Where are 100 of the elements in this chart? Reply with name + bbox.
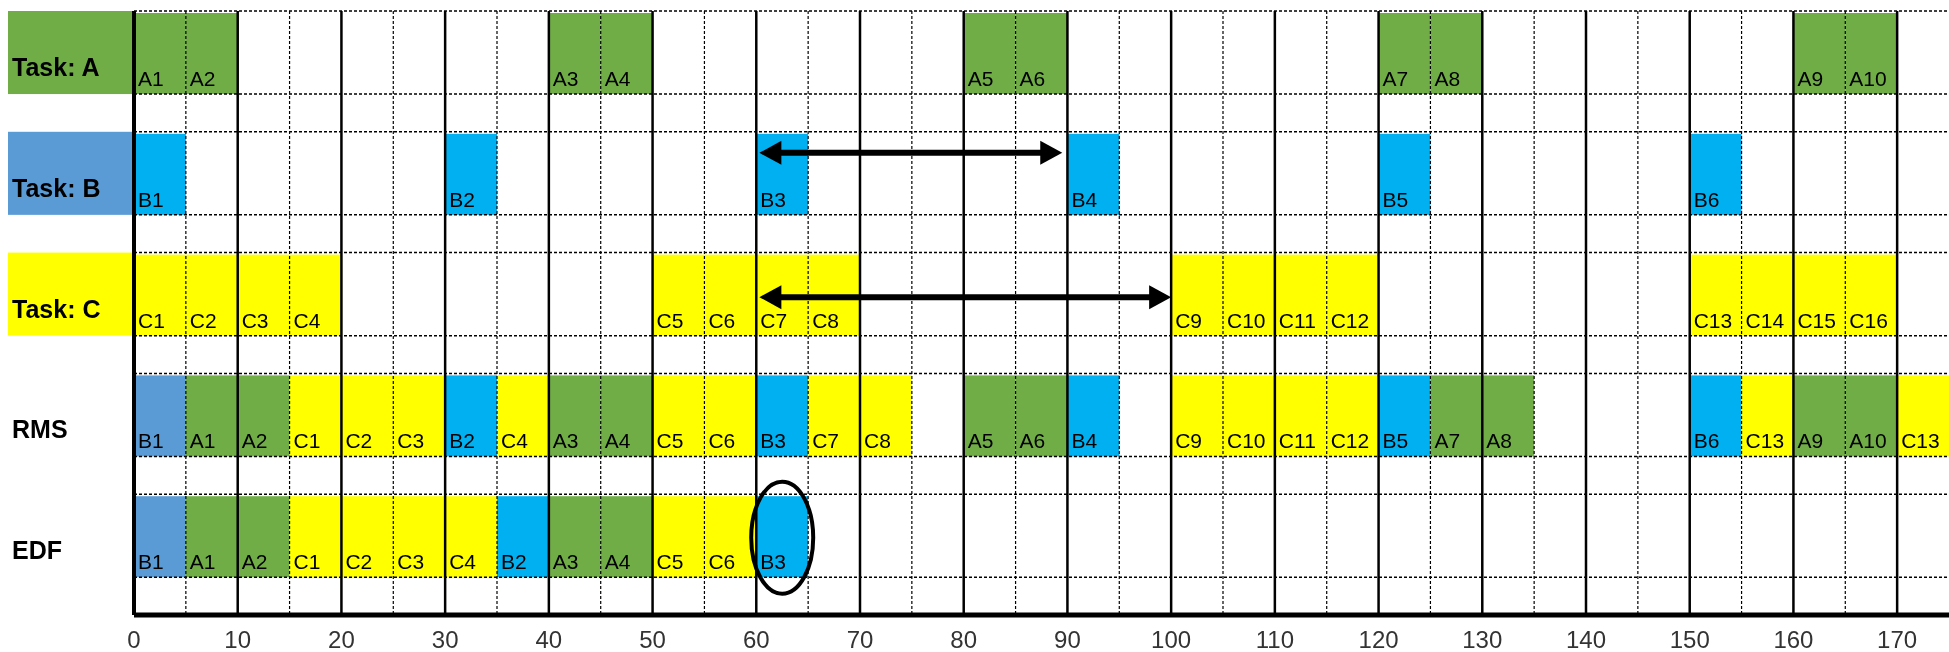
x-tick-label: 90 <box>1054 626 1081 652</box>
x-tick-label: 30 <box>431 626 459 652</box>
data-label: A4 <box>604 550 631 574</box>
data-label: C2 <box>345 429 373 453</box>
bar <box>497 375 549 457</box>
data-label: A5 <box>967 429 994 453</box>
bar <box>1741 375 1794 457</box>
bar <box>134 496 186 578</box>
data-label: A9 <box>1797 67 1824 91</box>
data-label: B3 <box>760 187 786 211</box>
data-label: B2 <box>501 550 527 574</box>
data-label: B3 <box>760 429 786 453</box>
bar <box>808 375 860 457</box>
data-label: A10 <box>1849 429 1887 453</box>
data-label: C5 <box>656 429 684 453</box>
x-tick-label: 100 <box>1151 626 1192 652</box>
y-tick-label: RMS <box>12 415 68 444</box>
data-label: A1 <box>189 550 216 574</box>
bar <box>860 375 912 457</box>
bar <box>185 375 238 457</box>
x-tick-label: 50 <box>639 626 666 652</box>
data-label: A1 <box>189 429 216 453</box>
data-label: A3 <box>552 429 579 453</box>
data-label: B1 <box>138 429 164 453</box>
data-label: A8 <box>1434 67 1461 91</box>
data-label: C8 <box>864 429 891 453</box>
data-label: C3 <box>241 308 269 332</box>
data-label: C2 <box>345 550 373 574</box>
data-label: B6 <box>1693 187 1720 211</box>
data-label: C11 <box>1278 429 1316 453</box>
bar <box>1897 375 1949 457</box>
x-tick-label: 10 <box>224 626 252 652</box>
data-label: A2 <box>241 550 268 574</box>
data-label: A2 <box>241 429 268 453</box>
bar <box>1378 375 1431 457</box>
data-label: B3 <box>760 550 786 574</box>
data-label: C13 <box>1693 308 1733 332</box>
bar <box>1482 375 1535 457</box>
data-label: C9 <box>1175 308 1202 332</box>
y-tick-label: Task: B <box>12 173 101 202</box>
x-tick-label: 40 <box>535 626 563 652</box>
data-label: C6 <box>708 550 736 574</box>
x-tick-label: 120 <box>1358 626 1399 652</box>
data-label: C2 <box>189 308 217 332</box>
data-label: A9 <box>1797 429 1824 453</box>
bar <box>1067 375 1120 457</box>
bar <box>1430 375 1483 457</box>
data-label: C6 <box>708 308 736 332</box>
x-tick-label: 110 <box>1255 626 1294 652</box>
data-label: B2 <box>449 187 475 211</box>
x-tick-label: 20 <box>328 626 355 652</box>
data-label: C12 <box>1330 429 1370 453</box>
data-label: C4 <box>501 429 529 453</box>
data-label: C3 <box>397 550 425 574</box>
data-label: B1 <box>138 187 164 211</box>
data-label: C6 <box>708 429 736 453</box>
data-label: C7 <box>760 308 788 332</box>
x-tick-label: 60 <box>742 626 770 652</box>
data-label: A4 <box>604 67 631 91</box>
x-tick-label: 80 <box>950 626 978 652</box>
data-label: C16 <box>1849 308 1888 332</box>
data-label: A6 <box>1019 429 1046 453</box>
data-label: A3 <box>552 550 579 574</box>
data-label: B1 <box>138 550 164 574</box>
data-label: C13 <box>1901 429 1940 453</box>
data-label: C5 <box>656 550 684 574</box>
y-tick-label: Task: C <box>12 294 101 323</box>
x-tick-label: 150 <box>1669 626 1710 652</box>
data-label: A3 <box>552 67 579 91</box>
data-label: A10 <box>1849 67 1887 91</box>
data-label: C7 <box>812 429 839 453</box>
data-label: B5 <box>1382 429 1409 453</box>
data-label: C1 <box>138 308 165 332</box>
data-label: C9 <box>1175 429 1202 453</box>
data-label: C5 <box>656 308 684 332</box>
data-label: A4 <box>604 429 631 453</box>
data-label: C11 <box>1278 308 1316 332</box>
bar <box>1689 375 1742 457</box>
x-tick-label: 70 <box>846 626 874 652</box>
data-label: C12 <box>1330 308 1370 332</box>
data-label: C13 <box>1745 429 1785 453</box>
data-label: B4 <box>1071 429 1098 453</box>
data-label: C1 <box>293 550 321 574</box>
data-label: C10 <box>1227 429 1266 453</box>
y-tick-label: EDF <box>12 536 62 565</box>
data-label: A7 <box>1434 429 1461 453</box>
x-tick-label: 130 <box>1462 626 1503 652</box>
bar <box>756 375 809 457</box>
data-label: B2 <box>449 429 475 453</box>
data-label: C14 <box>1745 308 1785 332</box>
data-label: C4 <box>449 550 477 574</box>
bar <box>185 496 238 578</box>
data-label: A6 <box>1019 67 1046 91</box>
bar <box>237 496 290 578</box>
bar <box>289 496 342 578</box>
data-label: B5 <box>1382 187 1409 211</box>
x-tick-label: 170 <box>1877 626 1918 652</box>
data-label: C4 <box>293 308 321 332</box>
data-label: B6 <box>1693 429 1720 453</box>
data-label: A8 <box>1486 429 1512 453</box>
